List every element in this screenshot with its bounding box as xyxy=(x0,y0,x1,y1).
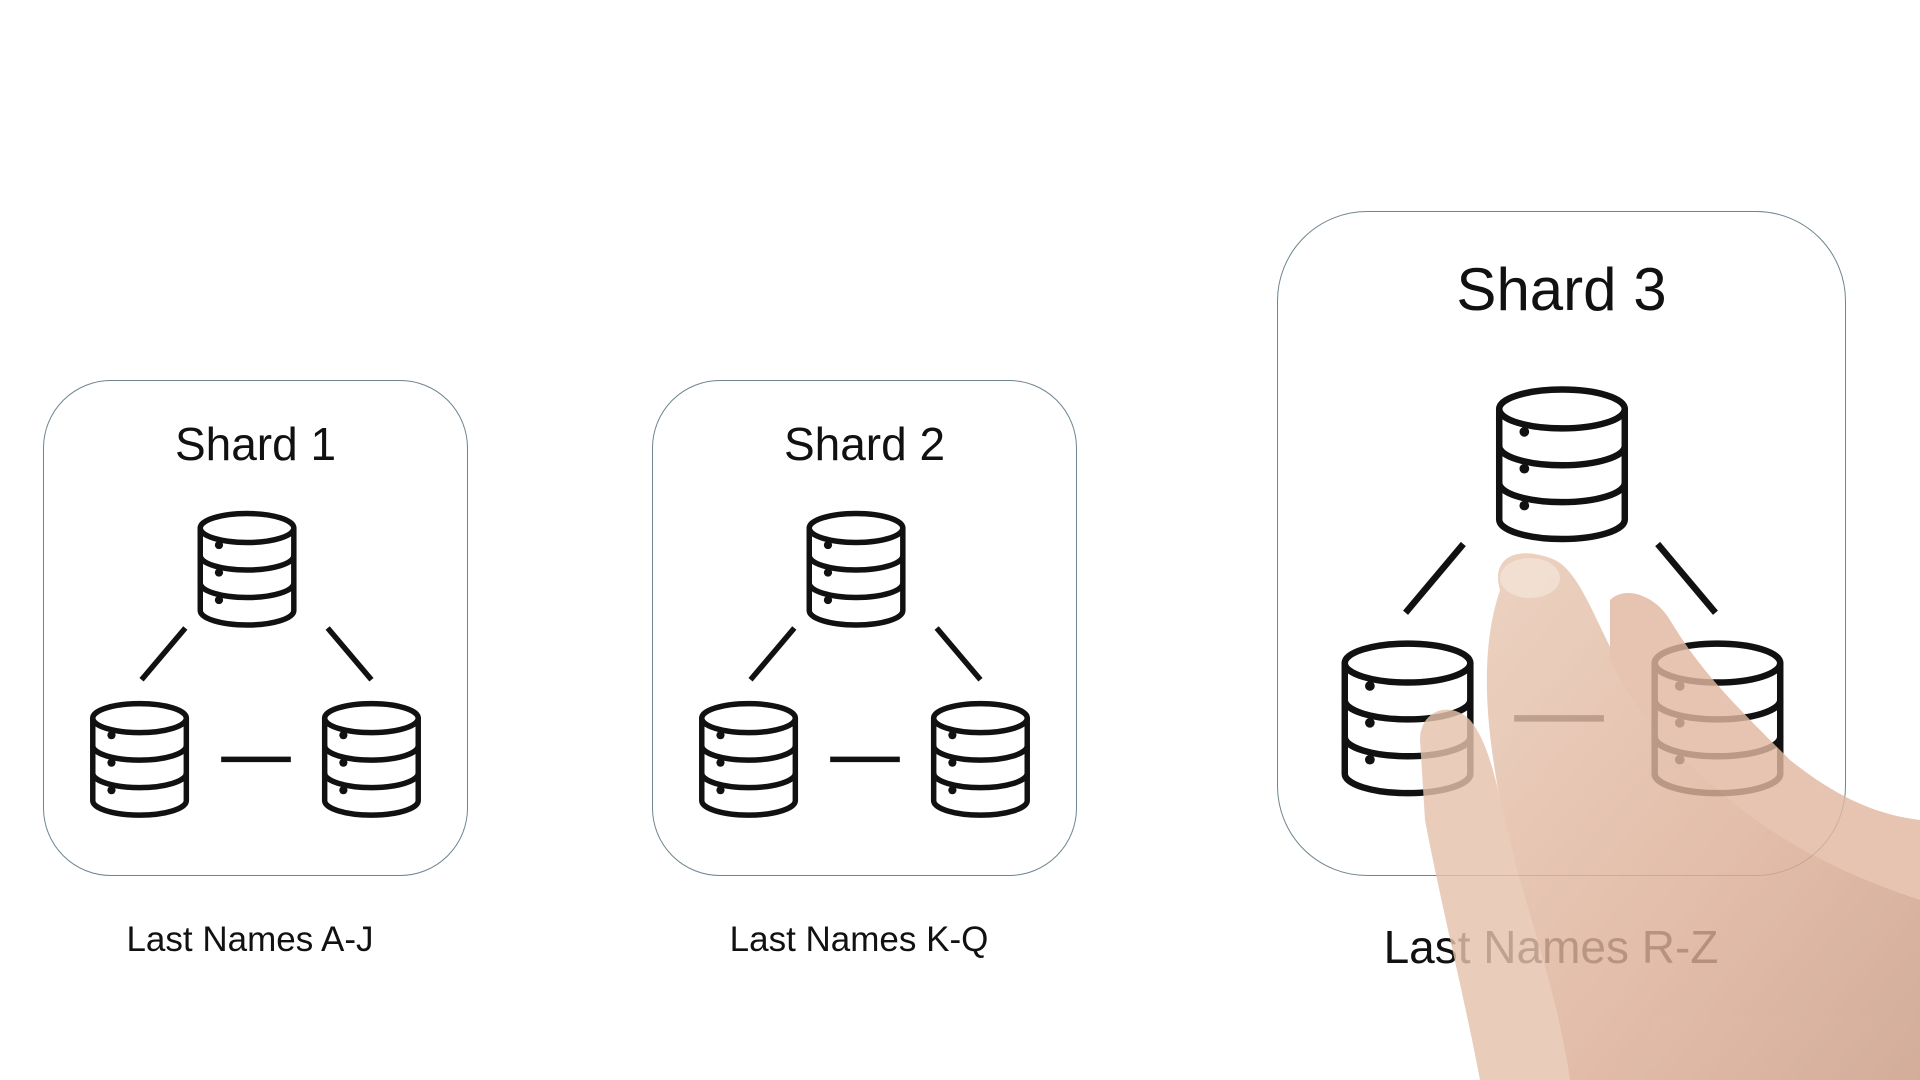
shard-2-box: Shard 2 xyxy=(652,380,1077,876)
shard-3-caption: Last Names R-Z xyxy=(1383,921,1719,973)
replica-database-icon xyxy=(699,700,799,818)
shard-2-title: Shard 2 xyxy=(783,418,946,470)
db-indicator-dot xyxy=(716,731,725,740)
db-indicator-dot xyxy=(1365,754,1375,765)
db-indicator-dot xyxy=(339,731,348,740)
replica-database-icon xyxy=(321,700,421,818)
replication-link xyxy=(1655,541,1718,615)
db-indicator-dot xyxy=(339,758,348,767)
db-indicator-dot xyxy=(823,540,833,550)
db-indicator-dot xyxy=(1674,717,1685,728)
primary-database-icon xyxy=(1495,386,1629,543)
primary-database-icon xyxy=(806,510,906,628)
db-indicator-dot xyxy=(823,568,833,577)
replica-database-icon xyxy=(1651,640,1784,797)
replication-link xyxy=(934,626,983,682)
db-indicator-dot xyxy=(948,758,957,767)
db-indicator-dot xyxy=(948,731,957,740)
replication-link xyxy=(748,626,797,682)
db-indicator-dot xyxy=(1365,681,1375,691)
shard-1-title: Shard 1 xyxy=(174,418,337,470)
replica-database-icon xyxy=(1341,640,1474,797)
db-indicator-dot xyxy=(339,786,348,795)
shard-2-caption: Last Names K-Q xyxy=(729,920,989,959)
db-indicator-dot xyxy=(214,540,224,550)
replication-link xyxy=(1403,541,1466,615)
shard-2-cluster xyxy=(699,510,1030,818)
db-indicator-dot xyxy=(823,595,833,605)
replica-database-icon xyxy=(930,700,1030,818)
db-indicator-dot xyxy=(1519,463,1530,474)
db-indicator-dot xyxy=(107,786,116,795)
shard-3-cluster xyxy=(1341,386,1784,797)
db-indicator-dot xyxy=(214,568,224,577)
replication-link xyxy=(139,626,188,682)
shard-3-box: Shard 3 xyxy=(1277,211,1846,876)
primary-database-icon xyxy=(197,510,297,628)
replica-database-icon xyxy=(90,700,190,818)
replication-link xyxy=(325,626,374,682)
db-indicator-dot xyxy=(1674,681,1685,691)
db-indicator-dot xyxy=(1365,717,1375,728)
db-indicator-dot xyxy=(1519,500,1530,511)
db-indicator-dot xyxy=(948,786,957,795)
db-indicator-dot xyxy=(107,758,116,767)
db-indicator-dot xyxy=(107,731,116,740)
db-indicator-dot xyxy=(716,758,725,767)
db-indicator-dot xyxy=(1519,426,1530,437)
db-indicator-dot xyxy=(716,786,725,795)
shard-1-caption: Last Names A-J xyxy=(126,920,374,959)
shard-3-title: Shard 3 xyxy=(1456,256,1667,323)
shard-1-cluster xyxy=(90,510,421,818)
db-indicator-dot xyxy=(1674,754,1685,765)
shard-1-box: Shard 1 xyxy=(43,380,468,876)
db-indicator-dot xyxy=(214,595,224,605)
